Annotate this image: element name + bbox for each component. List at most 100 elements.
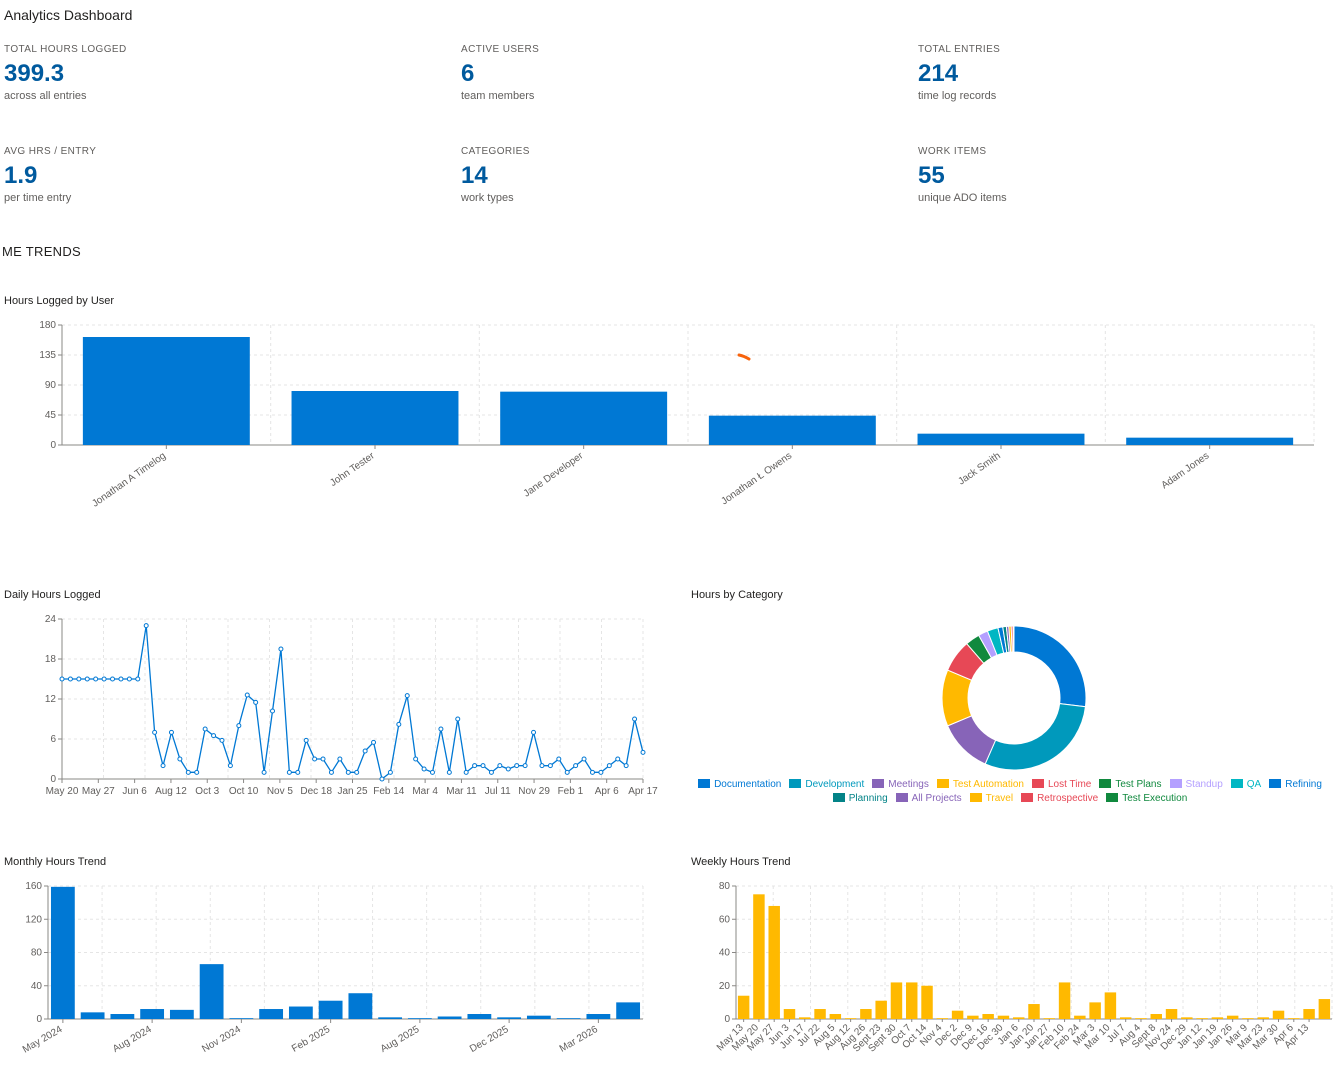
daily-point xyxy=(211,733,217,739)
legend-item-retrospective[interactable]: Retrospective xyxy=(1021,792,1098,806)
daily-point xyxy=(539,763,545,769)
y-tick-label: 40 xyxy=(719,948,731,959)
week-bar xyxy=(1165,1009,1178,1019)
x-tick-label: Nov 5 xyxy=(267,786,294,797)
daily-point xyxy=(303,737,309,743)
card-label: ACTIVE USERS xyxy=(461,44,540,55)
legend-item-lost-time[interactable]: Lost Time xyxy=(1032,778,1091,792)
card-sub: team members xyxy=(461,90,535,102)
x-tick-label: Mar 4 xyxy=(412,786,438,797)
week-bar xyxy=(1058,982,1071,1019)
daily-point xyxy=(463,769,469,775)
legend-swatch xyxy=(969,793,982,802)
card-value: 1.9 xyxy=(4,162,38,189)
daily-point xyxy=(387,769,393,775)
legend-item-planning[interactable]: Planning xyxy=(832,792,888,806)
legend-label: Refining xyxy=(1285,779,1322,790)
legend-item-refining[interactable]: Refining xyxy=(1269,778,1322,792)
x-tick-label: Jonathan A Timelog xyxy=(90,450,168,509)
legend-item-qa[interactable]: QA xyxy=(1230,778,1261,792)
daily-point xyxy=(522,763,528,769)
daily-point xyxy=(564,769,570,775)
daily-point xyxy=(446,769,452,775)
daily-point xyxy=(59,676,65,682)
legend-item-test-plans[interactable]: Test Plans xyxy=(1099,778,1162,792)
daily-point xyxy=(497,763,503,769)
week-bar xyxy=(1119,1017,1132,1019)
daily-point xyxy=(371,739,377,745)
month-bar xyxy=(407,1018,432,1019)
week-bar xyxy=(814,1009,826,1019)
daily-point xyxy=(168,729,174,735)
slice-documentation xyxy=(1013,625,1087,708)
card-value: 399.3 xyxy=(4,60,65,87)
x-tick-label: Oct 3 xyxy=(195,786,219,797)
card-sub: per time entry xyxy=(4,192,72,204)
card-active-users: ACTIVE USERS 6 team members xyxy=(461,44,761,102)
x-tick-label: Jan 25 xyxy=(337,786,367,797)
legend-item-meetings[interactable]: Meetings xyxy=(872,778,929,792)
daily-point xyxy=(606,763,612,769)
week-bar xyxy=(737,995,750,1019)
legend-item-travel[interactable]: Travel xyxy=(969,792,1013,806)
card-value: 214 xyxy=(918,60,959,87)
legend-swatch xyxy=(698,779,711,788)
week-bar xyxy=(906,982,918,1019)
daily-point xyxy=(135,676,141,682)
bar-jonathan-a-timelog xyxy=(82,337,250,445)
legend-item-documentation[interactable]: Documentation xyxy=(698,778,781,792)
y-tick-label: 45 xyxy=(45,410,57,421)
legend-swatch xyxy=(1021,793,1034,802)
legend-label: Test Plans xyxy=(1115,779,1162,790)
week-bar xyxy=(1226,1015,1239,1019)
chart-daily-hours: 0 6 12 18 24 May 20 May 27 Jun 6 Aug 12 Oct 3 Oct … xyxy=(45,614,658,797)
legend-swatch xyxy=(1106,793,1119,802)
legend-item-standup[interactable]: Standup xyxy=(1169,778,1223,792)
daily-point xyxy=(354,769,360,775)
y-tick-label: 180 xyxy=(39,320,56,331)
page-title: Analytics Dashboard xyxy=(4,7,133,23)
legend-swatch xyxy=(895,793,908,802)
week-bar xyxy=(997,1015,1010,1019)
legend-swatch xyxy=(832,793,845,802)
week-bar xyxy=(1104,992,1117,1019)
daily-point xyxy=(202,726,208,732)
daily-point xyxy=(110,676,116,682)
month-bar xyxy=(110,1014,135,1019)
daily-point xyxy=(404,693,410,699)
card-total-entries: TOTAL ENTRIES 214 time log records xyxy=(918,44,1218,102)
daily-point xyxy=(67,676,73,682)
month-bar xyxy=(229,1018,254,1019)
x-tick-label: Adam Jones xyxy=(1160,450,1212,491)
daily-point xyxy=(312,756,318,762)
y-tick-label: 18 xyxy=(45,654,57,665)
week-bar xyxy=(1150,1014,1162,1019)
bar-adam-jones xyxy=(1126,437,1294,445)
x-tick-label: Oct 10 xyxy=(229,786,259,797)
x-tick-label: Dec 18 xyxy=(300,786,332,797)
week-bar xyxy=(829,1014,842,1019)
x-tick-label: May 2024 xyxy=(21,1024,65,1056)
x-tick-label: Jonathan Ł Owens xyxy=(719,450,794,507)
daily-point xyxy=(328,769,334,775)
month-bar xyxy=(50,886,75,1019)
legend-swatch xyxy=(1099,779,1112,788)
legend-item-all-projects[interactable]: All Projects xyxy=(895,792,962,806)
month-bar xyxy=(586,1014,611,1019)
week-bar xyxy=(967,1015,979,1019)
card-label: WORK ITEMS xyxy=(918,146,987,157)
legend-item-test-automation[interactable]: Test Automation xyxy=(936,778,1024,792)
legend-label: Test Automation xyxy=(952,779,1024,790)
legend-item-test-execution[interactable]: Test Execution xyxy=(1106,792,1187,806)
daily-point xyxy=(253,699,259,705)
legend-item-development[interactable]: Development xyxy=(789,778,864,792)
x-tick-label: Jul 11 xyxy=(485,786,511,797)
month-bar xyxy=(199,964,224,1019)
x-tick-label: Apr 6 xyxy=(595,786,619,797)
month-bar xyxy=(259,1009,284,1019)
legend-swatch xyxy=(1169,779,1182,788)
daily-point xyxy=(93,676,99,682)
chart-title-user: Hours Logged by User xyxy=(4,295,115,307)
chart-title-daily: Daily Hours Logged xyxy=(4,589,101,601)
